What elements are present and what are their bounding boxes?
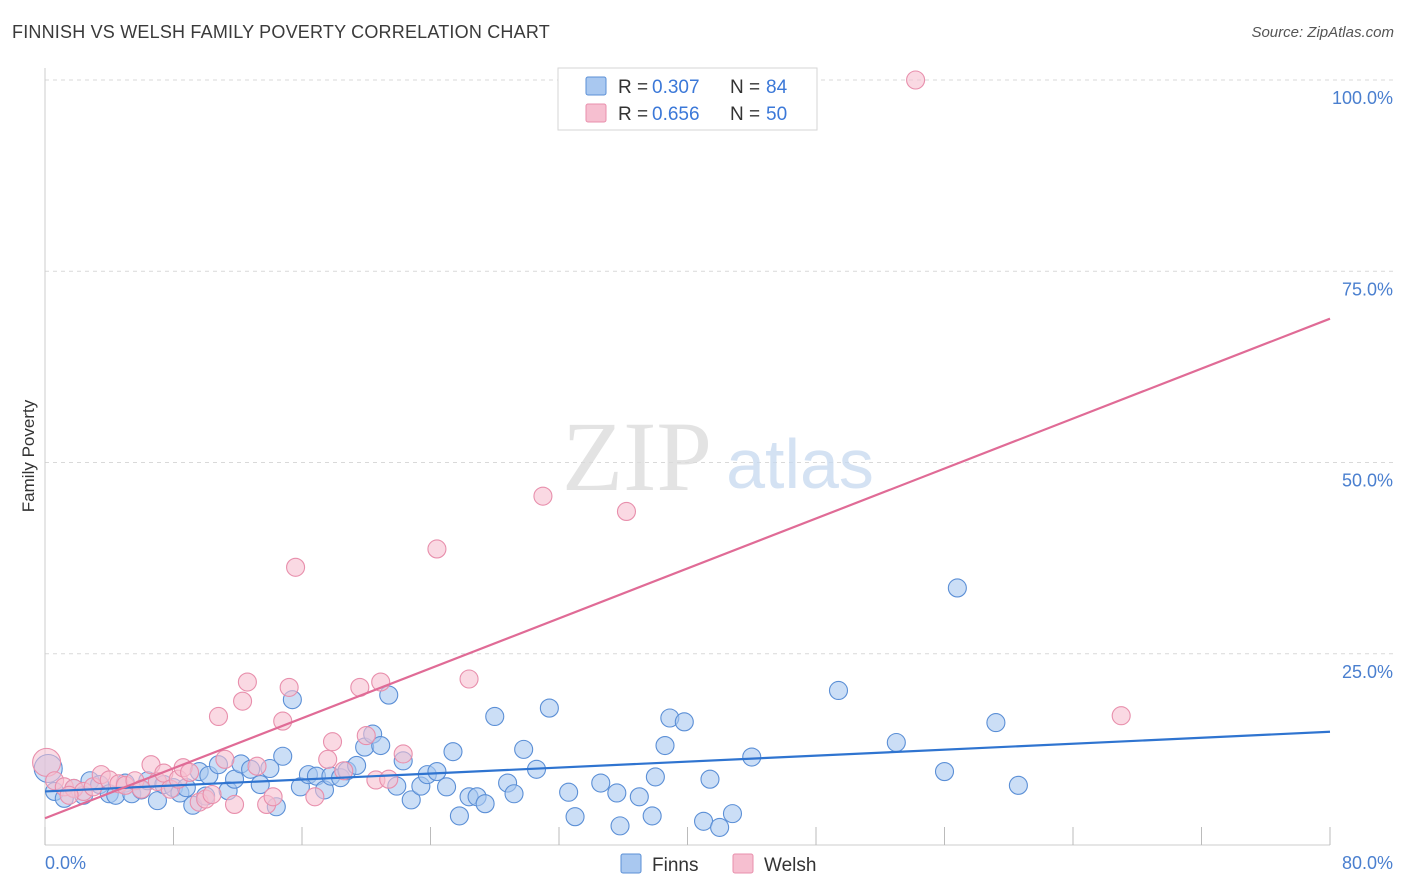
finns-point-48 — [427, 762, 447, 782]
welsh-point-42 — [393, 744, 413, 764]
welsh-point-23 — [215, 749, 235, 769]
welsh-point-30 — [273, 711, 293, 731]
finns-trend-line — [44, 730, 1331, 793]
finns-point-77 — [828, 680, 849, 701]
finns-point-58 — [514, 739, 534, 759]
legend-welsh-n-value: 50 — [766, 104, 787, 125]
welsh-point-18 — [180, 762, 200, 782]
legend-welsh-r-label: R = — [618, 104, 648, 125]
bottom-legend-finns: Finns — [652, 855, 698, 876]
x-tick-label-0: 0.0% — [45, 853, 86, 873]
chart-title: FINNISH VS WELSH FAMILY POVERTY CORRELAT… — [12, 22, 550, 42]
finns-point-76 — [742, 747, 762, 767]
welsh-point-25 — [233, 691, 253, 711]
grid-lines — [45, 79, 1395, 655]
trend-lines — [44, 317, 1331, 820]
finns-point-61 — [559, 782, 579, 802]
finns-point-65 — [610, 816, 630, 836]
finns-point-66 — [629, 787, 649, 807]
legend-finns-n-value: 84 — [766, 77, 788, 98]
welsh-point-22 — [208, 706, 229, 727]
finns-point-49 — [437, 777, 457, 797]
y-axis-label: Family Poverty — [19, 399, 38, 512]
finns-point-67 — [642, 806, 662, 826]
legend-welsh-r-value: 0.656 — [652, 104, 700, 125]
welsh-point-48 — [1111, 706, 1131, 726]
finns-point-74 — [710, 817, 730, 837]
legend-swatch-finns — [585, 76, 607, 96]
finns-point-45 — [401, 790, 421, 810]
watermark-zip: ZIP — [562, 401, 712, 512]
finns-point-26 — [250, 775, 270, 795]
finns-point-68 — [645, 767, 665, 787]
y-tick-label-1: 75.0% — [1342, 279, 1393, 299]
watermark-atlas: atlas — [726, 425, 874, 503]
welsh-point-38 — [356, 726, 376, 746]
x-tick-label-1: 80.0% — [1342, 853, 1393, 873]
finns-point-64 — [607, 783, 627, 803]
finns-point-69 — [655, 735, 675, 756]
finns-point-51 — [449, 806, 469, 826]
legend-finns-r-value: 0.307 — [652, 77, 700, 98]
bottom-legend: Finns Welsh — [620, 853, 816, 876]
legend-finns-n-label: N = — [730, 77, 760, 98]
welsh-point-32 — [286, 557, 306, 577]
axes — [44, 68, 1331, 846]
welsh-point-24 — [224, 794, 245, 815]
finns-point-79 — [934, 762, 955, 782]
chart-source: Source: ZipAtlas.com — [1251, 24, 1394, 41]
finns-point-41 — [371, 735, 391, 756]
finns-point-63 — [591, 773, 611, 793]
legend-swatch-welsh — [585, 103, 607, 123]
welsh-point-29 — [263, 787, 283, 807]
finns-point-72 — [694, 811, 714, 831]
bottom-legend-swatch-welsh — [732, 853, 754, 874]
welsh-point-47 — [906, 70, 926, 90]
welsh-point-35 — [322, 732, 343, 752]
finns-point-71 — [674, 712, 694, 732]
welsh-point-46 — [616, 501, 637, 522]
y-tick-label-3: 25.0% — [1342, 662, 1393, 682]
legend-welsh-n-label: N = — [730, 104, 760, 125]
welsh-point-33 — [305, 787, 325, 807]
welsh-point-44 — [459, 669, 479, 689]
finns-point-60 — [539, 698, 559, 718]
finns-point-80 — [947, 578, 967, 598]
welsh-point-21 — [202, 784, 222, 805]
welsh-point-36 — [334, 761, 354, 781]
y-tick-label-0: 100.0% — [1332, 88, 1393, 108]
watermark: ZIP atlas — [562, 401, 874, 512]
y-tick-label-2: 50.0% — [1342, 471, 1393, 491]
legend: R = 0.307 N = 84 R = 0.656 N = 50 — [557, 67, 818, 131]
bottom-legend-swatch-finns — [620, 853, 642, 874]
finns-point-29 — [273, 746, 293, 766]
bottom-legend-welsh: Welsh — [764, 855, 816, 876]
finns-point-73 — [700, 769, 720, 789]
welsh-point-27 — [247, 756, 267, 776]
welsh-point-43 — [427, 539, 447, 559]
welsh-point-34 — [318, 749, 338, 769]
tick-labels: 100.0% 75.0% 50.0% 25.0% 0.0% 80.0% — [45, 88, 1393, 873]
finns-point-81 — [986, 713, 1006, 733]
welsh-point-31 — [279, 677, 299, 697]
finns-point-62 — [565, 807, 585, 827]
welsh-point-45 — [533, 486, 553, 506]
legend-finns-r-label: R = — [618, 77, 648, 98]
finns-point-54 — [475, 794, 495, 814]
welsh-point-41 — [379, 769, 399, 789]
finns-point-50 — [443, 742, 463, 762]
finns-point-55 — [485, 706, 505, 727]
welsh-trend-line — [44, 317, 1331, 820]
finns-point-57 — [504, 784, 524, 804]
finns-point-82 — [1008, 775, 1028, 795]
finns-point-75 — [722, 804, 743, 824]
finns-point-78 — [886, 732, 906, 753]
welsh-point-26 — [237, 672, 257, 692]
